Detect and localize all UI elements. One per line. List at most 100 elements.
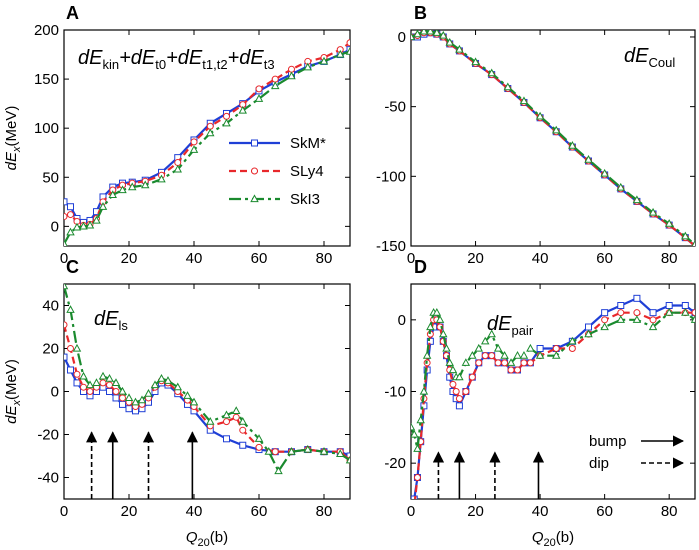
data-point-sly4 xyxy=(346,39,350,47)
data-point-sly4 xyxy=(271,448,279,456)
data-point-ski3 xyxy=(144,389,153,397)
legend-label-skm: SkM* xyxy=(290,135,326,152)
panel-letter: A xyxy=(66,3,79,23)
y-label-unit: (MeV) xyxy=(3,359,20,400)
data-point-sly4 xyxy=(488,352,496,360)
data-point-skm xyxy=(64,353,68,361)
x-tick-label: 60 xyxy=(596,250,613,267)
data-point-sly4 xyxy=(507,366,515,374)
data-point-sly4 xyxy=(271,75,279,83)
panel-annotation: dEkin+dEt0+dEt1,t2+dEt3 xyxy=(78,47,275,72)
data-point-ski3 xyxy=(183,391,192,399)
data-point-ski3 xyxy=(480,336,490,345)
x-axis-label: Q20(b) xyxy=(532,529,574,549)
data-point-sly4 xyxy=(106,381,113,389)
data-point-skm xyxy=(67,203,74,211)
data-point-ski3 xyxy=(471,57,480,66)
data-point-ski3 xyxy=(345,455,350,464)
data-point-ski3 xyxy=(413,444,422,452)
data-point-ski3 xyxy=(287,71,296,80)
series-line-sly4 xyxy=(413,311,695,499)
data-point-sly4 xyxy=(452,388,460,395)
data-point-ski3 xyxy=(419,30,429,35)
data-point-ski3 xyxy=(222,410,231,419)
data-point-ski3 xyxy=(163,376,173,384)
data-point-ski3 xyxy=(64,239,68,246)
data-point-sly4 xyxy=(73,370,81,378)
legend-label-sly4: SLy4 xyxy=(290,163,324,180)
y-tick-label: 0 xyxy=(51,384,59,401)
data-point-ski3 xyxy=(426,322,435,331)
legend-marker-ski3 xyxy=(250,194,259,203)
data-point-ski3 xyxy=(150,380,160,389)
data-point-sly4 xyxy=(617,309,625,317)
x-tick-label: 80 xyxy=(661,503,678,520)
data-point-sly4 xyxy=(255,443,263,451)
data-point-ski3 xyxy=(411,422,416,431)
x-tick-label: 0 xyxy=(407,250,415,267)
annotation-subscript: Coul xyxy=(648,55,675,70)
data-point-ski3 xyxy=(551,125,561,134)
data-point-ski3 xyxy=(519,351,529,359)
data-point-ski3 xyxy=(648,322,658,331)
data-point-sly4 xyxy=(206,122,214,130)
data-point-skm xyxy=(67,366,74,374)
data-point-ski3 xyxy=(616,315,626,323)
data-point-ski3 xyxy=(442,343,451,352)
data-point-ski3 xyxy=(98,371,108,380)
data-point-ski3 xyxy=(232,406,241,414)
data-point-sly4 xyxy=(112,388,120,395)
data-point-sly4 xyxy=(568,345,576,352)
y-tick-label: 40 xyxy=(42,298,59,315)
annotation-subscript: kin xyxy=(102,57,119,72)
x-tick-label: 40 xyxy=(186,503,203,520)
series-group xyxy=(411,294,695,499)
data-point-ski3 xyxy=(118,185,127,194)
data-point-sly4 xyxy=(232,413,240,421)
data-point-ski3 xyxy=(238,105,247,114)
data-point-ski3 xyxy=(535,351,545,359)
x-tick-label: 40 xyxy=(532,503,549,520)
data-point-skm xyxy=(649,309,657,317)
y-tick-label: 100 xyxy=(34,120,59,137)
data-point-ski3 xyxy=(413,30,422,38)
x-tick-label: 80 xyxy=(316,503,333,520)
data-point-ski3 xyxy=(157,174,166,183)
annotation-subscript: t3 xyxy=(264,57,275,72)
data-point-ski3 xyxy=(173,382,182,391)
data-point-skm xyxy=(223,435,230,443)
y-axis-label: dEx(MeV) xyxy=(3,359,23,424)
data-point-ski3 xyxy=(681,231,690,240)
y-tick-label: -10 xyxy=(384,384,406,401)
data-point-ski3 xyxy=(468,351,477,359)
data-point-sly4 xyxy=(223,418,230,426)
data-point-ski3 xyxy=(419,386,429,395)
data-point-skm xyxy=(536,345,544,352)
data-point-ski3 xyxy=(461,358,471,366)
data-point-ski3 xyxy=(432,30,442,36)
data-point-ski3 xyxy=(426,30,435,35)
y-tick-label: -20 xyxy=(37,427,59,444)
data-point-ski3 xyxy=(319,56,329,65)
data-point-ski3 xyxy=(118,386,127,395)
data-point-sly4 xyxy=(468,373,476,381)
data-point-ski3 xyxy=(691,239,695,246)
data-point-ski3 xyxy=(600,322,609,331)
x-tick-label: 20 xyxy=(467,503,484,520)
x-tick-label: 60 xyxy=(596,503,613,520)
x-tick-label: 0 xyxy=(60,250,68,267)
data-point-ski3 xyxy=(632,315,642,323)
data-point-skm xyxy=(125,405,133,413)
series-line-ski3 xyxy=(64,285,350,474)
x-tick-label: 40 xyxy=(532,250,549,267)
annotation-subscript: t0 xyxy=(155,57,166,72)
data-point-ski3 xyxy=(439,329,448,338)
data-point-skm xyxy=(585,323,592,331)
data-point-sly4 xyxy=(67,345,74,352)
y-tick-label: -100 xyxy=(376,168,406,185)
